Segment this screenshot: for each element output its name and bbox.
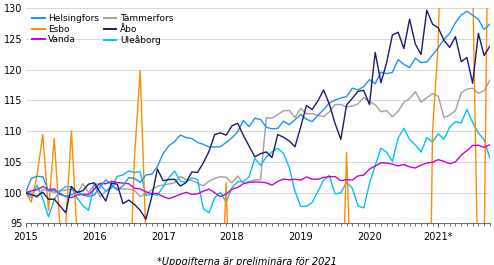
- Legend: Helsingfors, Esbo, Vanda, Tammerfors, Åbo, Uleåborg: Helsingfors, Esbo, Vanda, Tammerfors, Åb…: [30, 13, 175, 47]
- Text: *Uppgifterna är preliminära för 2021: *Uppgifterna är preliminära för 2021: [157, 257, 337, 265]
